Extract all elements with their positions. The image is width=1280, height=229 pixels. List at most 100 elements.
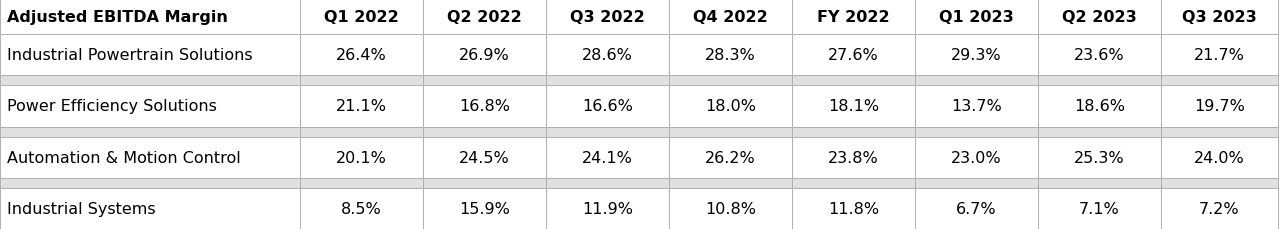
Bar [792, 0, 915, 35]
Bar [915, 188, 1038, 229]
Text: Q3 2022: Q3 2022 [570, 10, 645, 25]
Text: 11.9%: 11.9% [582, 201, 634, 216]
Bar [915, 86, 1038, 127]
Bar [547, 0, 669, 35]
Bar [0, 86, 300, 127]
Text: FY 2022: FY 2022 [817, 10, 890, 25]
Bar [1161, 0, 1277, 35]
Bar [1038, 86, 1161, 127]
Text: 6.7%: 6.7% [956, 201, 997, 216]
Bar [792, 188, 915, 229]
Text: Power Efficiency Solutions: Power Efficiency Solutions [6, 99, 216, 114]
Bar [1038, 137, 1161, 178]
Text: Automation & Motion Control: Automation & Motion Control [6, 150, 241, 165]
Text: Q2 2023: Q2 2023 [1062, 10, 1137, 25]
Text: 29.3%: 29.3% [951, 48, 1002, 63]
Bar [1161, 137, 1277, 178]
Bar [0, 76, 300, 86]
Text: 16.8%: 16.8% [460, 99, 509, 114]
Bar [669, 35, 792, 76]
Bar [0, 35, 300, 76]
Bar [1038, 0, 1161, 35]
Bar [792, 76, 915, 86]
Text: 23.6%: 23.6% [1074, 48, 1125, 63]
Text: 15.9%: 15.9% [460, 201, 509, 216]
Text: 27.6%: 27.6% [828, 48, 879, 63]
Bar [792, 127, 915, 137]
Text: Adjusted EBITDA Margin: Adjusted EBITDA Margin [6, 10, 228, 25]
Bar [915, 127, 1038, 137]
Bar [1038, 178, 1161, 188]
Bar [1161, 178, 1277, 188]
Text: 23.0%: 23.0% [951, 150, 1002, 165]
Text: 19.7%: 19.7% [1194, 99, 1245, 114]
Bar [547, 86, 669, 127]
Bar [669, 0, 792, 35]
Bar [547, 35, 669, 76]
Bar [1038, 76, 1161, 86]
Bar [547, 76, 669, 86]
Bar [792, 86, 915, 127]
Text: Q1 2022: Q1 2022 [324, 10, 399, 25]
Text: 20.1%: 20.1% [337, 150, 387, 165]
Text: 18.6%: 18.6% [1074, 99, 1125, 114]
Bar [422, 35, 547, 76]
Text: 25.3%: 25.3% [1074, 150, 1125, 165]
Text: 7.1%: 7.1% [1079, 201, 1120, 216]
Bar [669, 178, 792, 188]
Bar [300, 188, 422, 229]
Bar [915, 76, 1038, 86]
Text: 24.0%: 24.0% [1194, 150, 1245, 165]
Text: 28.3%: 28.3% [705, 48, 756, 63]
Bar [300, 127, 422, 137]
Text: 21.1%: 21.1% [337, 99, 387, 114]
Bar [1161, 35, 1277, 76]
Text: Industrial Systems: Industrial Systems [6, 201, 156, 216]
Bar [1038, 127, 1161, 137]
Bar [1161, 127, 1277, 137]
Bar [547, 188, 669, 229]
Bar [1161, 76, 1277, 86]
Bar [300, 76, 422, 86]
Text: 21.7%: 21.7% [1194, 48, 1245, 63]
Bar [547, 127, 669, 137]
Bar [300, 35, 422, 76]
Text: Q2 2022: Q2 2022 [447, 10, 522, 25]
Bar [0, 188, 300, 229]
Bar [547, 178, 669, 188]
Text: 13.7%: 13.7% [951, 99, 1002, 114]
Text: 16.6%: 16.6% [582, 99, 632, 114]
Bar [669, 86, 792, 127]
Text: 23.8%: 23.8% [828, 150, 879, 165]
Text: 24.1%: 24.1% [582, 150, 632, 165]
Text: 18.1%: 18.1% [828, 99, 879, 114]
Bar [0, 0, 300, 35]
Bar [915, 178, 1038, 188]
Text: Industrial Powertrain Solutions: Industrial Powertrain Solutions [6, 48, 252, 63]
Text: 26.4%: 26.4% [337, 48, 387, 63]
Bar [669, 127, 792, 137]
Bar [669, 76, 792, 86]
Bar [792, 35, 915, 76]
Bar [422, 127, 547, 137]
Text: 26.2%: 26.2% [705, 150, 756, 165]
Text: 8.5%: 8.5% [342, 201, 381, 216]
Bar [1161, 188, 1277, 229]
Bar [0, 137, 300, 178]
Text: 10.8%: 10.8% [705, 201, 756, 216]
Text: Q1 2023: Q1 2023 [940, 10, 1014, 25]
Text: 26.9%: 26.9% [460, 48, 509, 63]
Bar [915, 35, 1038, 76]
Bar [422, 76, 547, 86]
Bar [0, 178, 300, 188]
Bar [300, 178, 422, 188]
Bar [792, 178, 915, 188]
Text: 24.5%: 24.5% [460, 150, 509, 165]
Bar [1038, 188, 1161, 229]
Bar [300, 137, 422, 178]
Bar [1161, 86, 1277, 127]
Bar [422, 137, 547, 178]
Bar [547, 137, 669, 178]
Text: 7.2%: 7.2% [1199, 201, 1240, 216]
Text: 28.6%: 28.6% [582, 48, 632, 63]
